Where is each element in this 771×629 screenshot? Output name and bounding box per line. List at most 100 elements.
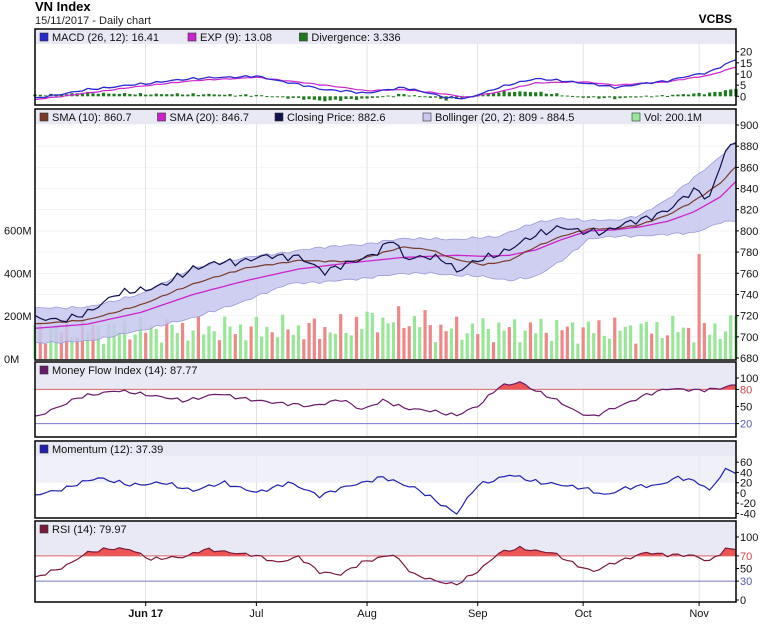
mfi-legend-swatch bbox=[39, 365, 49, 375]
macd-divergence-bar bbox=[80, 93, 85, 97]
macd-line bbox=[34, 59, 737, 100]
macd-divergence-bar bbox=[175, 93, 179, 97]
bollinger-lower bbox=[34, 220, 737, 344]
volume-bar bbox=[702, 322, 706, 359]
price-legend-swatch bbox=[631, 112, 641, 122]
momentum-ytick-label: 0 bbox=[740, 488, 746, 500]
macd-divergence-bar bbox=[254, 94, 258, 97]
volume-bar bbox=[128, 339, 132, 359]
macd-divergence-bar bbox=[655, 95, 659, 97]
volume-bar bbox=[428, 325, 432, 359]
price-ytick-label: 840 bbox=[740, 184, 758, 196]
macd-divergence-bar bbox=[312, 96, 316, 100]
price-ytick-label: 880 bbox=[740, 141, 758, 153]
volume-bar bbox=[523, 330, 527, 359]
macd-divergence-bar bbox=[307, 96, 311, 100]
volume-bar bbox=[291, 334, 295, 359]
macd-divergence-bar bbox=[265, 96, 269, 98]
volume-bar bbox=[650, 333, 654, 359]
macd-ytick-label: 5 bbox=[740, 80, 746, 92]
x-tick-label: Jun 17 bbox=[128, 608, 163, 620]
volume-bar bbox=[686, 327, 691, 359]
price-legend-swatch bbox=[39, 112, 49, 122]
volume-bar bbox=[170, 324, 174, 359]
macd-divergence-bar bbox=[375, 96, 380, 98]
volume-bar bbox=[544, 332, 548, 359]
volume-bar bbox=[275, 337, 280, 359]
macd-divergence-bar bbox=[196, 94, 200, 97]
macd-divergence-bar bbox=[117, 93, 121, 97]
macd-divergence-bar bbox=[38, 94, 42, 97]
macd-legend-0: MACD (26, 12): 16.41 bbox=[52, 32, 159, 44]
macd-divergence-bar bbox=[729, 89, 733, 97]
price-legend-0: SMA (10): 860.7 bbox=[52, 112, 132, 124]
macd-divergence-bar bbox=[439, 96, 443, 99]
bollinger-band bbox=[35, 141, 736, 344]
x-tick-label: Aug bbox=[357, 608, 377, 620]
volume-bar bbox=[491, 342, 496, 359]
volume-bar bbox=[423, 310, 427, 359]
macd-divergence-bar bbox=[539, 91, 543, 97]
macd-divergence-bar bbox=[202, 94, 206, 97]
macd-divergence-bar bbox=[149, 94, 153, 97]
volume-bar bbox=[149, 325, 153, 359]
macd-divergence-bar bbox=[586, 96, 591, 98]
mfi-legend-0: Money Flow Index (14): 87.77 bbox=[52, 365, 198, 377]
volume-bar bbox=[618, 330, 622, 359]
momentum-legend-swatch bbox=[39, 444, 49, 454]
rsi-overbought-fill bbox=[498, 546, 557, 556]
volume-bar bbox=[191, 330, 195, 359]
volume-bar bbox=[202, 334, 206, 359]
rsi-legend-bg bbox=[35, 522, 736, 536]
macd-divergence-bar bbox=[138, 93, 143, 97]
macd-divergence-bar bbox=[302, 96, 306, 100]
volume-bar bbox=[634, 343, 638, 359]
volume-bar bbox=[144, 332, 148, 359]
price-ytick-label: 900 bbox=[740, 120, 758, 132]
volume-bar bbox=[571, 322, 575, 359]
rsi-ytick-label: 50 bbox=[740, 564, 752, 576]
mfi-ytick-label: 80 bbox=[740, 384, 752, 396]
volume-bar bbox=[449, 328, 453, 359]
macd-divergence-bar bbox=[428, 96, 432, 98]
macd-divergence-bar bbox=[697, 92, 701, 97]
rsi-legend-0: RSI (14): 79.97 bbox=[52, 524, 127, 536]
rsi-ytick-label: 0 bbox=[740, 595, 746, 607]
price-ytick-label: 720 bbox=[740, 311, 758, 323]
macd-divergence-bar bbox=[628, 96, 633, 98]
price-legend-3: Bollinger (20, 2): 809 - 884.5 bbox=[435, 112, 574, 124]
volume-bar bbox=[233, 334, 237, 359]
volume-bar bbox=[455, 316, 459, 359]
volume-bar bbox=[159, 342, 164, 359]
macd-divergence-bar bbox=[644, 95, 648, 97]
volume-bar bbox=[365, 311, 369, 359]
macd-divergence-bar bbox=[101, 92, 106, 97]
price-legend-bg bbox=[35, 110, 736, 124]
macd-divergence-bar bbox=[186, 94, 190, 97]
volume-bar bbox=[281, 314, 285, 359]
macd-divergence-bar bbox=[681, 94, 685, 97]
volume-bar bbox=[391, 322, 396, 359]
price-ytick-label: 760 bbox=[740, 268, 758, 280]
source-label: VCBS bbox=[699, 12, 732, 26]
volume-bar bbox=[154, 329, 158, 359]
volume-bar bbox=[349, 335, 353, 359]
volume-bar bbox=[165, 319, 169, 359]
macd-divergence-bar bbox=[523, 91, 527, 97]
rsi-line bbox=[34, 545, 737, 586]
volume-bar bbox=[581, 327, 585, 359]
macd-divergence-bar bbox=[713, 91, 717, 97]
macd-divergence-bar bbox=[518, 91, 522, 97]
volume-bar bbox=[107, 322, 111, 359]
macd-divergence-bar bbox=[43, 95, 48, 97]
mfi-legend-bg bbox=[35, 363, 736, 377]
macd-divergence-bar bbox=[391, 96, 396, 98]
volume-bar bbox=[138, 316, 143, 359]
macd-divergence-bar bbox=[507, 92, 511, 97]
macd-divergence-bar bbox=[565, 95, 569, 97]
volume-bar bbox=[318, 338, 322, 359]
rsi-ytick-label: 100 bbox=[740, 532, 758, 544]
macd-divergence-bar bbox=[397, 93, 401, 97]
volume-bar bbox=[333, 333, 338, 359]
volume-bar bbox=[528, 322, 533, 359]
